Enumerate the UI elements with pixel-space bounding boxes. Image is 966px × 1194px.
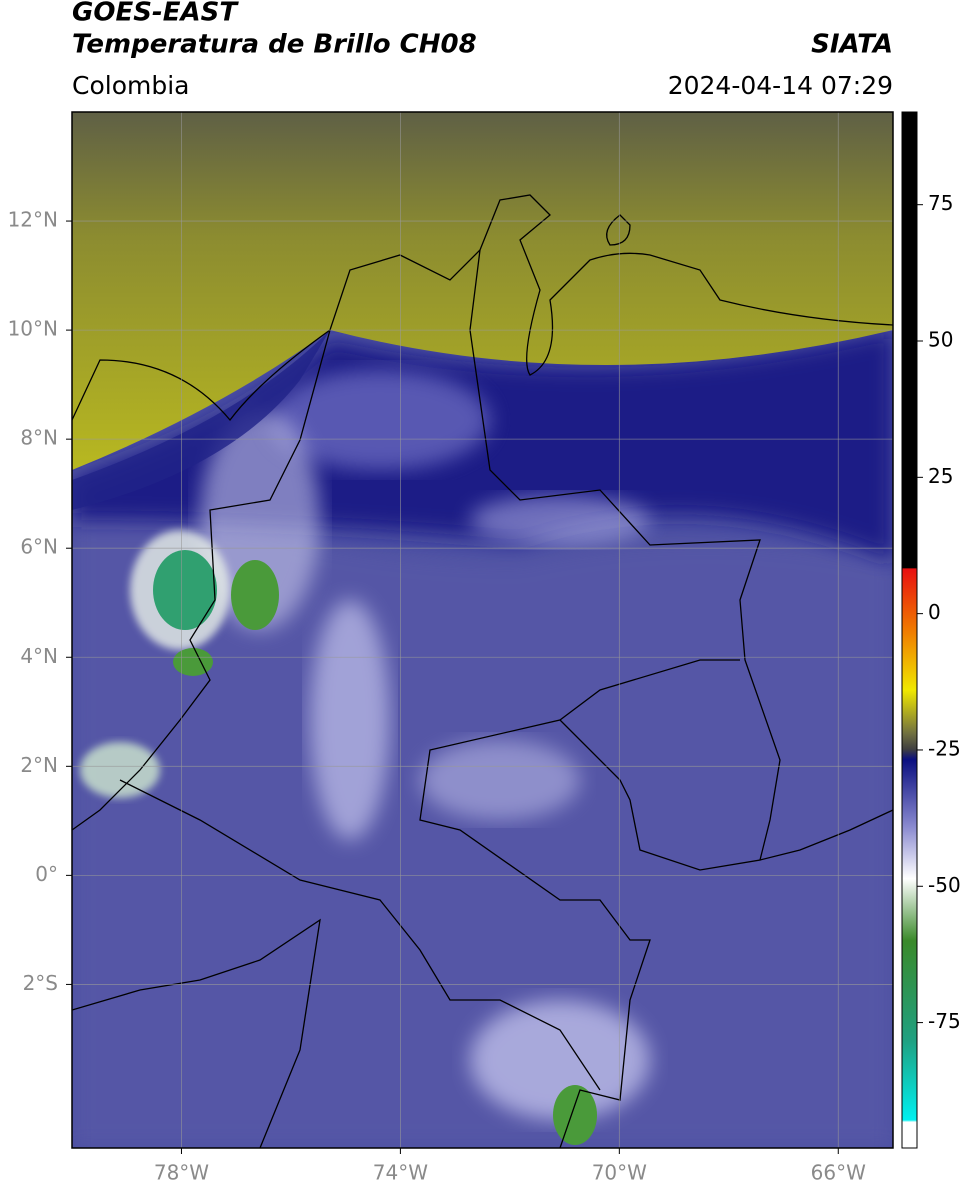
y-tick-label: 10°N [8, 317, 58, 341]
title-line1: GOES-EAST [72, 0, 239, 28]
map-frame [71, 111, 894, 1149]
y-tick-label: 0° [35, 862, 58, 886]
source: SIATA [811, 30, 893, 60]
y-tick-label: 2°N [20, 753, 58, 777]
x-tick-label: 70°W [592, 1161, 647, 1185]
region: Colombia [72, 71, 189, 100]
x-tick-label: 66°W [811, 1161, 866, 1185]
borders [72, 194, 893, 1148]
timestamp: 2024-04-14 07:29 [668, 71, 893, 100]
title-line2: Temperatura de Brillo CH08 [72, 30, 477, 60]
colorbar-tick-label: -25 [928, 736, 961, 760]
y-tick-label: 2°S [23, 971, 58, 995]
satellite-image [72, 112, 893, 1148]
colorbar-tick-label: -75 [928, 1009, 961, 1033]
colorbar-tick-label: -50 [928, 873, 961, 897]
y-tick-label: 4°N [20, 644, 58, 668]
y-tick-label: 12°N [8, 208, 58, 232]
y-tick-label: 8°N [20, 426, 58, 450]
colorbar-tick-label: 50 [928, 328, 953, 352]
grid [72, 112, 893, 1148]
colorbar-tick-label: 25 [928, 464, 953, 488]
colorbar-tick-label: 0 [928, 600, 941, 624]
y-tick-label: 6°N [20, 535, 58, 559]
x-tick-label: 78°W [154, 1161, 209, 1185]
x-tick-label: 74°W [373, 1161, 428, 1185]
colorbar [901, 111, 918, 1149]
colorbar-tick-label: 75 [928, 191, 953, 215]
